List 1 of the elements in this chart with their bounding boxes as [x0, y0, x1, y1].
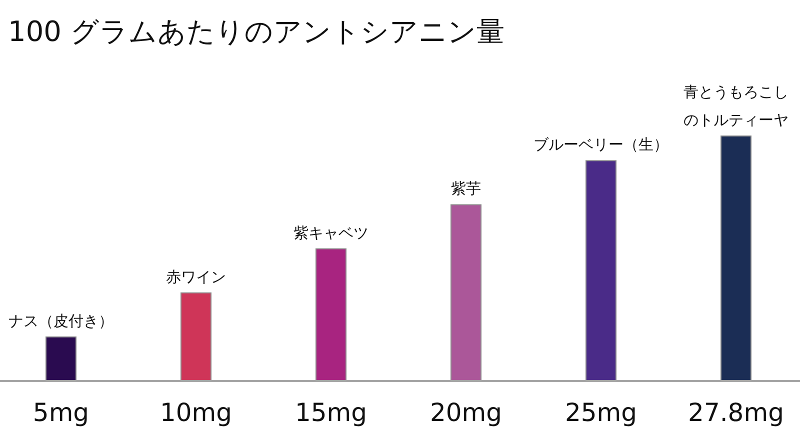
title: 100 グラムあたりのアントシアニン量 — [8, 15, 504, 48]
